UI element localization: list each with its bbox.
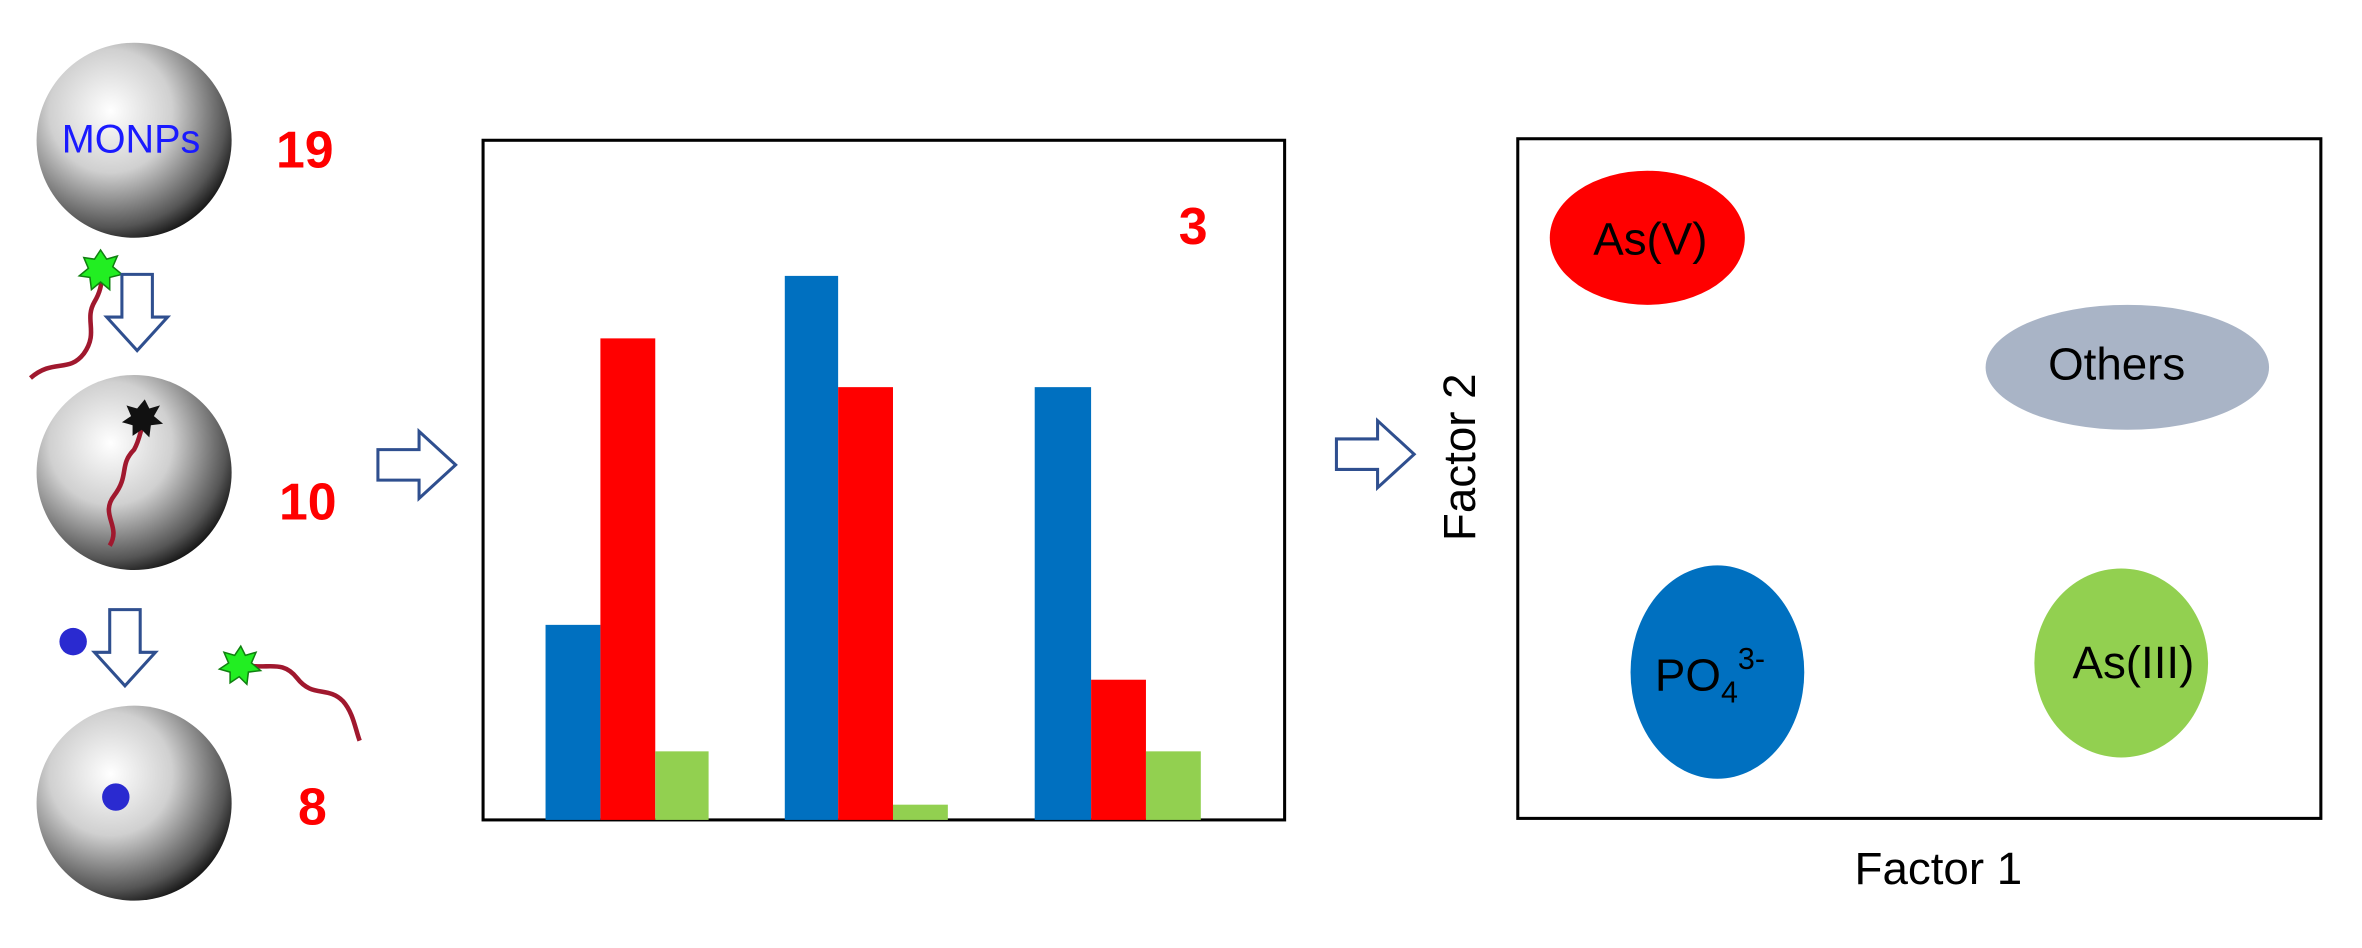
cluster	[1630, 565, 1805, 779]
arrow	[376, 427, 458, 502]
bar	[838, 387, 893, 820]
bar	[1091, 679, 1146, 820]
cluster-label: Others	[2048, 339, 2185, 390]
fluorophore	[217, 644, 263, 686]
formula-subscript: 4	[1721, 676, 1738, 710]
dna-strand	[106, 418, 147, 547]
y-axis-label: Factor 2	[1434, 373, 1485, 541]
cluster-label: As(III)	[2072, 637, 2194, 688]
arrow	[1334, 417, 1417, 492]
formula-base: PO	[1655, 649, 1721, 700]
anion	[102, 783, 130, 811]
count: 10	[279, 473, 337, 531]
bar	[545, 624, 601, 820]
bar	[655, 751, 709, 820]
bar	[600, 338, 656, 820]
nanoparticle	[36, 705, 232, 901]
arrow	[91, 608, 159, 689]
bar	[784, 275, 839, 820]
particle-label: MONPs	[62, 117, 201, 161]
bar	[892, 804, 948, 820]
dna-strand	[28, 267, 106, 380]
nanoparticle	[36, 42, 232, 238]
fluorophore	[77, 248, 124, 292]
count: 19	[276, 121, 334, 179]
count: 8	[298, 777, 327, 835]
x-axis-label: Factor 1	[1855, 843, 2023, 894]
cluster-label: PO43-	[1655, 642, 1765, 710]
dna-strand	[243, 662, 362, 742]
formula-superscript: 3-	[1738, 642, 1765, 676]
bar	[1034, 387, 1092, 820]
nanoparticle	[36, 374, 232, 571]
cluster-label: As(V)	[1593, 214, 1707, 265]
cluster	[1985, 304, 2270, 430]
quenched-fluorophore	[121, 399, 164, 438]
panel-number: 3	[1179, 197, 1208, 255]
bar	[1145, 751, 1201, 820]
arrow	[103, 272, 172, 353]
anion	[59, 627, 87, 656]
cluster	[1549, 170, 1745, 305]
cluster	[2034, 568, 2209, 758]
